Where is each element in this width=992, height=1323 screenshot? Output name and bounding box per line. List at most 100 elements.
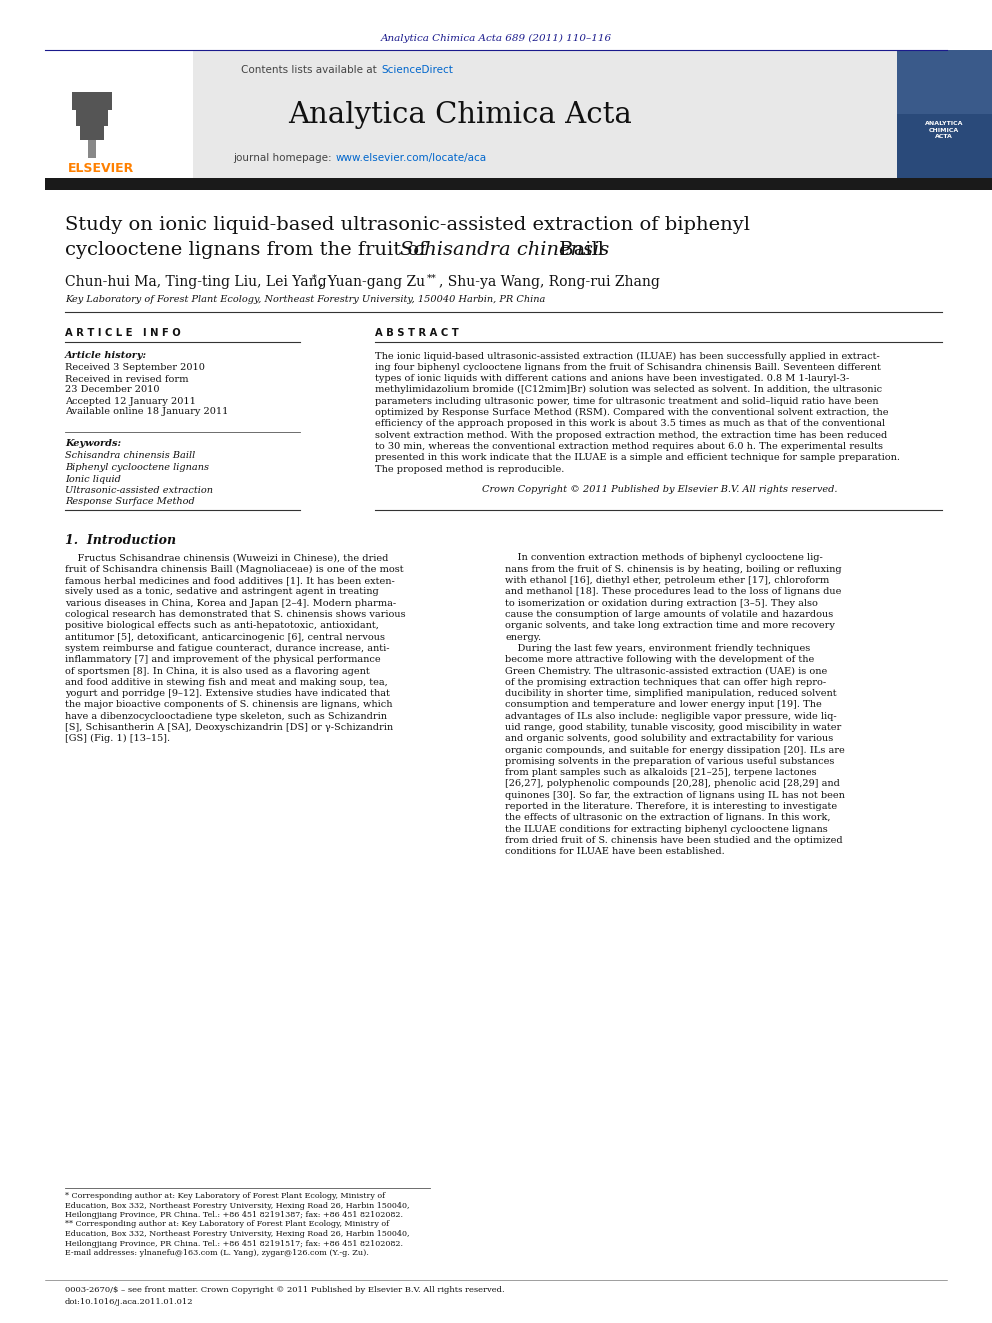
Text: Baill: Baill xyxy=(553,241,604,259)
Text: Accepted 12 January 2011: Accepted 12 January 2011 xyxy=(65,397,195,406)
Text: efficiency of the approach proposed in this work is about 3.5 times as much as t: efficiency of the approach proposed in t… xyxy=(375,419,885,429)
Text: A B S T R A C T: A B S T R A C T xyxy=(375,328,458,337)
Bar xyxy=(72,93,112,110)
Text: become more attractive following with the development of the: become more attractive following with th… xyxy=(505,655,814,664)
Text: ScienceDirect: ScienceDirect xyxy=(381,65,453,75)
Text: to isomerization or oxidation during extraction [3–5]. They also: to isomerization or oxidation during ext… xyxy=(505,599,817,607)
Text: ANALYTICA
CHIMICA
ACTA: ANALYTICA CHIMICA ACTA xyxy=(925,120,963,139)
Text: of the promising extraction techniques that can offer high repro-: of the promising extraction techniques t… xyxy=(505,677,826,687)
Text: ** Corresponding author at: Key Laboratory of Forest Plant Ecology, Ministry of: ** Corresponding author at: Key Laborato… xyxy=(65,1221,389,1229)
Text: of sportsmen [8]. In China, it is also used as a flavoring agent: of sportsmen [8]. In China, it is also u… xyxy=(65,667,370,676)
Text: E-mail addresses: ylnanefu@163.com (L. Yang), zygar@126.com (Y.-g. Zu).: E-mail addresses: ylnanefu@163.com (L. Y… xyxy=(65,1249,369,1257)
Bar xyxy=(76,110,108,126)
Text: In convention extraction methods of biphenyl cyclooctene lig-: In convention extraction methods of biph… xyxy=(505,553,822,562)
Bar xyxy=(897,114,992,179)
Text: The proposed method is reproducible.: The proposed method is reproducible. xyxy=(375,464,564,474)
Text: , Yuan-gang Zu: , Yuan-gang Zu xyxy=(319,275,426,288)
Text: promising solvents in the preparation of various useful substances: promising solvents in the preparation of… xyxy=(505,757,834,766)
Text: ducibility in shorter time, simplified manipulation, reduced solvent: ducibility in shorter time, simplified m… xyxy=(505,689,836,699)
Text: presented in this work indicate that the ILUAE is a simple and efficient techniq: presented in this work indicate that the… xyxy=(375,454,900,462)
Text: reported in the literature. Therefore, it is interesting to investigate: reported in the literature. Therefore, i… xyxy=(505,802,837,811)
Text: methylimidazolium bromide ([C12mim]Br) solution was selected as solvent. In addi: methylimidazolium bromide ([C12mim]Br) s… xyxy=(375,385,882,394)
Bar xyxy=(45,50,193,179)
Text: [26,27], polyphenolic compounds [20,28], phenolic acid [28,29] and: [26,27], polyphenolic compounds [20,28],… xyxy=(505,779,840,789)
Text: have a dibenzocyclooctadiene type skeleton, such as Schizandrin: have a dibenzocyclooctadiene type skelet… xyxy=(65,712,387,721)
Text: ing four biphenyl cyclooctene lignans from the fruit of Schisandra chinensis Bai: ing four biphenyl cyclooctene lignans fr… xyxy=(375,363,881,372)
Text: system reimburse and fatigue counteract, durance increase, anti-: system reimburse and fatigue counteract,… xyxy=(65,644,390,652)
Text: [S], Schisantherin A [SA], Deoxyschizandrin [DS] or γ-Schizandrin: [S], Schisantherin A [SA], Deoxyschizand… xyxy=(65,722,393,732)
Text: the effects of ultrasonic on the extraction of lignans. In this work,: the effects of ultrasonic on the extract… xyxy=(505,814,830,823)
Text: *: * xyxy=(312,274,316,283)
Text: various diseases in China, Korea and Japan [2–4]. Modern pharma-: various diseases in China, Korea and Jap… xyxy=(65,599,396,607)
Text: Received 3 September 2010: Received 3 September 2010 xyxy=(65,364,205,373)
Text: optimized by Response Surface Method (RSM). Compared with the conventional solve: optimized by Response Surface Method (RS… xyxy=(375,407,889,417)
Text: from plant samples such as alkaloids [21–25], terpene lactones: from plant samples such as alkaloids [21… xyxy=(505,769,816,777)
Text: with ethanol [16], diethyl ether, petroleum ether [17], chloroform: with ethanol [16], diethyl ether, petrol… xyxy=(505,576,829,585)
Text: Analytica Chimica Acta 689 (2011) 110–116: Analytica Chimica Acta 689 (2011) 110–11… xyxy=(381,33,611,42)
Text: the major bioactive components of S. chinensis are lignans, which: the major bioactive components of S. chi… xyxy=(65,700,393,709)
Text: Crown Copyright © 2011 Published by Elsevier B.V. All rights reserved.: Crown Copyright © 2011 Published by Else… xyxy=(482,486,838,495)
Text: the ILUAE conditions for extracting biphenyl cyclooctene lignans: the ILUAE conditions for extracting biph… xyxy=(505,824,827,833)
Text: Biphenyl cyclooctene lignans: Biphenyl cyclooctene lignans xyxy=(65,463,209,472)
Text: organic compounds, and suitable for energy dissipation [20]. ILs are: organic compounds, and suitable for ener… xyxy=(505,746,845,754)
Text: parameters including ultrasonic power, time for ultrasonic treatment and solid–l: parameters including ultrasonic power, t… xyxy=(375,397,879,406)
Text: cause the consumption of large amounts of volatile and hazardous: cause the consumption of large amounts o… xyxy=(505,610,833,619)
Text: Heilongjiang Province, PR China. Tel.: +86 451 82191517; fax: +86 451 82102082.: Heilongjiang Province, PR China. Tel.: +… xyxy=(65,1240,403,1248)
Text: Article history:: Article history: xyxy=(65,352,147,360)
Text: Green Chemistry. The ultrasonic-assisted extraction (UAE) is one: Green Chemistry. The ultrasonic-assisted… xyxy=(505,667,827,676)
Text: inflammatory [7] and improvement of the physical performance: inflammatory [7] and improvement of the … xyxy=(65,655,381,664)
Text: types of ionic liquids with different cations and anions have been investigated.: types of ionic liquids with different ca… xyxy=(375,374,849,384)
Text: The ionic liquid-based ultrasonic-assisted extraction (ILUAE) has been successfu: The ionic liquid-based ultrasonic-assist… xyxy=(375,352,880,361)
Text: Study on ionic liquid-based ultrasonic-assisted extraction of biphenyl: Study on ionic liquid-based ultrasonic-a… xyxy=(65,216,750,234)
Text: solvent extraction method. With the proposed extraction method, the extraction t: solvent extraction method. With the prop… xyxy=(375,430,887,439)
Text: consumption and temperature and lower energy input [19]. The: consumption and temperature and lower en… xyxy=(505,700,821,709)
Text: uid range, good stability, tunable viscosity, good miscibility in water: uid range, good stability, tunable visco… xyxy=(505,722,841,732)
Text: energy.: energy. xyxy=(505,632,541,642)
Text: Fructus Schisandrae chinensis (Wuweizi in Chinese), the dried: Fructus Schisandrae chinensis (Wuweizi i… xyxy=(65,553,389,562)
Bar xyxy=(45,179,992,191)
Text: cyclooctene lignans from the fruit of: cyclooctene lignans from the fruit of xyxy=(65,241,433,259)
Text: Analytica Chimica Acta: Analytica Chimica Acta xyxy=(288,101,632,130)
Text: ELSEVIER: ELSEVIER xyxy=(68,161,134,175)
Text: sively used as a tonic, sedative and astringent agent in treating: sively used as a tonic, sedative and ast… xyxy=(65,587,379,597)
Text: [GS] (Fig. 1) [13–15].: [GS] (Fig. 1) [13–15]. xyxy=(65,734,170,744)
Text: positive biological effects such as anti-hepatotoxic, antioxidant,: positive biological effects such as anti… xyxy=(65,622,379,630)
Text: During the last few years, environment friendly techniques: During the last few years, environment f… xyxy=(505,644,810,652)
Text: Keywords:: Keywords: xyxy=(65,439,121,448)
Text: and methanol [18]. These procedures lead to the loss of lignans due: and methanol [18]. These procedures lead… xyxy=(505,587,841,597)
Text: Key Laboratory of Forest Plant Ecology, Northeast Forestry University, 150040 Ha: Key Laboratory of Forest Plant Ecology, … xyxy=(65,295,546,304)
Text: Available online 18 January 2011: Available online 18 January 2011 xyxy=(65,407,228,417)
Text: **: ** xyxy=(427,274,436,283)
Bar xyxy=(88,140,96,157)
Text: Schisandra chinensis: Schisandra chinensis xyxy=(400,241,609,259)
Text: 1.  Introduction: 1. Introduction xyxy=(65,533,177,546)
Text: Ionic liquid: Ionic liquid xyxy=(65,475,121,483)
Text: Response Surface Method: Response Surface Method xyxy=(65,497,194,507)
Text: to 30 min, whereas the conventional extraction method requires about 6.0 h. The : to 30 min, whereas the conventional extr… xyxy=(375,442,883,451)
Text: cological research has demonstrated that S. chinensis shows various: cological research has demonstrated that… xyxy=(65,610,406,619)
Text: fruit of Schisandra chinensis Baill (Magnoliaceae) is one of the most: fruit of Schisandra chinensis Baill (Mag… xyxy=(65,565,404,574)
Text: quinones [30]. So far, the extraction of lignans using IL has not been: quinones [30]. So far, the extraction of… xyxy=(505,791,845,800)
Text: Contents lists available at: Contents lists available at xyxy=(241,65,380,75)
Text: Education, Box 332, Northeast Forestry University, Hexing Road 26, Harbin 150040: Education, Box 332, Northeast Forestry U… xyxy=(65,1201,410,1209)
Text: Chun-hui Ma, Ting-ting Liu, Lei Yang: Chun-hui Ma, Ting-ting Liu, Lei Yang xyxy=(65,275,326,288)
Text: conditions for ILUAE have been established.: conditions for ILUAE have been establish… xyxy=(505,847,725,856)
Text: www.elsevier.com/locate/aca: www.elsevier.com/locate/aca xyxy=(336,153,487,163)
Text: Ultrasonic-assisted extraction: Ultrasonic-assisted extraction xyxy=(65,486,213,495)
Text: and food additive in stewing fish and meat and making soup, tea,: and food additive in stewing fish and me… xyxy=(65,677,388,687)
Bar xyxy=(897,50,992,179)
Text: * Corresponding author at: Key Laboratory of Forest Plant Ecology, Ministry of: * Corresponding author at: Key Laborator… xyxy=(65,1192,385,1200)
Text: and organic solvents, good solubility and extractability for various: and organic solvents, good solubility an… xyxy=(505,734,833,744)
Bar xyxy=(80,124,104,140)
Text: Schisandra chinensis Baill: Schisandra chinensis Baill xyxy=(65,451,195,460)
Text: organic solvents, and take long extraction time and more recovery: organic solvents, and take long extracti… xyxy=(505,622,835,630)
Text: Heilongjiang Province, PR China. Tel.: +86 451 82191387; fax: +86 451 82102082.: Heilongjiang Province, PR China. Tel.: +… xyxy=(65,1211,403,1218)
Text: journal homepage:: journal homepage: xyxy=(233,153,335,163)
Text: famous herbal medicines and food additives [1]. It has been exten-: famous herbal medicines and food additiv… xyxy=(65,576,395,585)
Text: 0003-2670/$ – see front matter. Crown Copyright © 2011 Published by Elsevier B.V: 0003-2670/$ – see front matter. Crown Co… xyxy=(65,1286,505,1294)
Text: nans from the fruit of S. chinensis is by heating, boiling or refluxing: nans from the fruit of S. chinensis is b… xyxy=(505,565,841,574)
Text: , Shu-ya Wang, Rong-rui Zhang: , Shu-ya Wang, Rong-rui Zhang xyxy=(439,275,660,288)
Text: advantages of ILs also include: negligible vapor pressure, wide liq-: advantages of ILs also include: negligib… xyxy=(505,712,836,721)
Text: doi:10.1016/j.aca.2011.01.012: doi:10.1016/j.aca.2011.01.012 xyxy=(65,1298,193,1306)
Text: Received in revised form: Received in revised form xyxy=(65,374,188,384)
